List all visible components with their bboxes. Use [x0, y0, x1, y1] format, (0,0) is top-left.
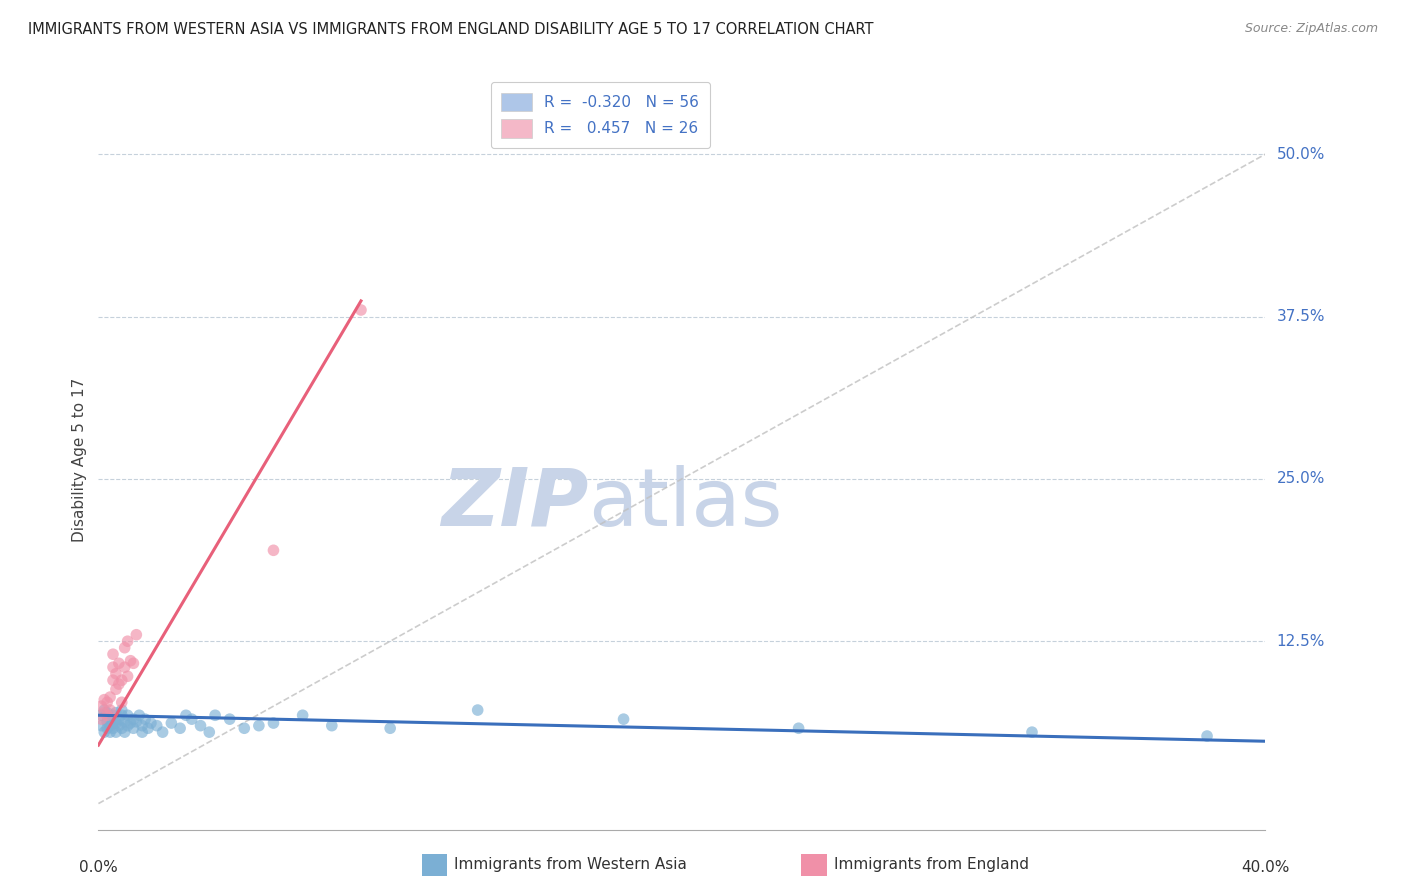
Point: [104, 716, 127, 731]
Point: [104, 706, 127, 720]
Point: [111, 708, 134, 723]
Point: [152, 725, 174, 739]
Point: [174, 708, 197, 723]
Point: [90, 699, 112, 714]
Point: [96, 706, 118, 720]
Point: [104, 725, 127, 739]
Point: [101, 660, 124, 674]
Point: [131, 719, 153, 733]
Point: [98, 725, 121, 739]
Y-axis label: Disability Age 5 to 17: Disability Age 5 to 17: [72, 377, 87, 541]
Point: [96, 721, 118, 735]
Point: [612, 712, 634, 726]
Point: [104, 666, 127, 681]
Point: [96, 695, 118, 709]
Point: [93, 706, 115, 720]
Point: [96, 708, 118, 723]
Point: [98, 712, 121, 726]
Point: [108, 712, 131, 726]
Point: [98, 703, 121, 717]
Point: [98, 690, 121, 704]
Point: [291, 708, 314, 723]
Point: [111, 721, 134, 735]
Point: [93, 692, 115, 706]
Point: [90, 719, 112, 733]
Point: [117, 708, 139, 723]
Point: [204, 708, 226, 723]
Legend: R =  -0.320   N = 56, R =   0.457   N = 26: R = -0.320 N = 56, R = 0.457 N = 26: [491, 82, 710, 148]
Text: Source: ZipAtlas.com: Source: ZipAtlas.com: [1244, 22, 1378, 36]
Point: [247, 719, 270, 733]
Point: [139, 716, 162, 731]
Point: [262, 543, 284, 558]
Point: [120, 654, 142, 668]
Text: atlas: atlas: [589, 465, 783, 543]
Point: [96, 714, 118, 729]
Point: [117, 634, 139, 648]
Point: [169, 721, 191, 735]
Text: 40.0%: 40.0%: [1241, 860, 1289, 875]
Point: [114, 640, 136, 655]
Point: [122, 721, 145, 735]
Point: [262, 716, 284, 731]
Text: ZIP: ZIP: [441, 465, 589, 543]
Point: [93, 725, 115, 739]
Text: 12.5%: 12.5%: [1277, 633, 1324, 648]
Point: [108, 677, 131, 691]
Point: [111, 673, 134, 688]
Text: Immigrants from England: Immigrants from England: [834, 857, 1029, 871]
Point: [122, 712, 145, 726]
Point: [117, 719, 139, 733]
Point: [114, 725, 136, 739]
Point: [321, 719, 343, 733]
Point: [233, 721, 256, 735]
Point: [146, 719, 169, 733]
Point: [131, 725, 153, 739]
Point: [1195, 729, 1218, 743]
Point: [90, 708, 112, 723]
Point: [90, 712, 112, 726]
Point: [120, 716, 142, 731]
Point: [101, 673, 124, 688]
Text: IMMIGRANTS FROM WESTERN ASIA VS IMMIGRANTS FROM ENGLAND DISABILITY AGE 5 TO 17 C: IMMIGRANTS FROM WESTERN ASIA VS IMMIGRAN…: [28, 22, 873, 37]
Point: [104, 682, 127, 697]
Point: [122, 657, 145, 671]
Point: [117, 669, 139, 683]
Point: [180, 712, 202, 726]
Point: [198, 725, 221, 739]
Point: [136, 721, 159, 735]
Point: [98, 719, 121, 733]
Text: 37.5%: 37.5%: [1277, 309, 1324, 324]
Text: 50.0%: 50.0%: [1277, 146, 1324, 161]
Point: [467, 703, 489, 717]
Point: [114, 714, 136, 729]
Point: [101, 721, 124, 735]
Point: [134, 712, 156, 726]
Text: 25.0%: 25.0%: [1277, 471, 1324, 486]
Point: [114, 660, 136, 674]
Point: [93, 703, 115, 717]
Point: [101, 716, 124, 731]
Point: [190, 719, 212, 733]
Text: Immigrants from Western Asia: Immigrants from Western Asia: [454, 857, 688, 871]
Text: 0.0%: 0.0%: [79, 860, 118, 875]
Point: [160, 716, 183, 731]
Point: [350, 303, 373, 318]
Point: [787, 721, 810, 735]
Point: [1021, 725, 1043, 739]
Point: [101, 708, 124, 723]
Point: [111, 703, 134, 717]
Point: [218, 712, 240, 726]
Point: [101, 647, 124, 661]
Point: [108, 657, 131, 671]
Point: [125, 714, 148, 729]
Point: [380, 721, 402, 735]
Point: [108, 719, 131, 733]
Point: [128, 708, 150, 723]
Point: [125, 628, 148, 642]
Point: [111, 695, 134, 709]
